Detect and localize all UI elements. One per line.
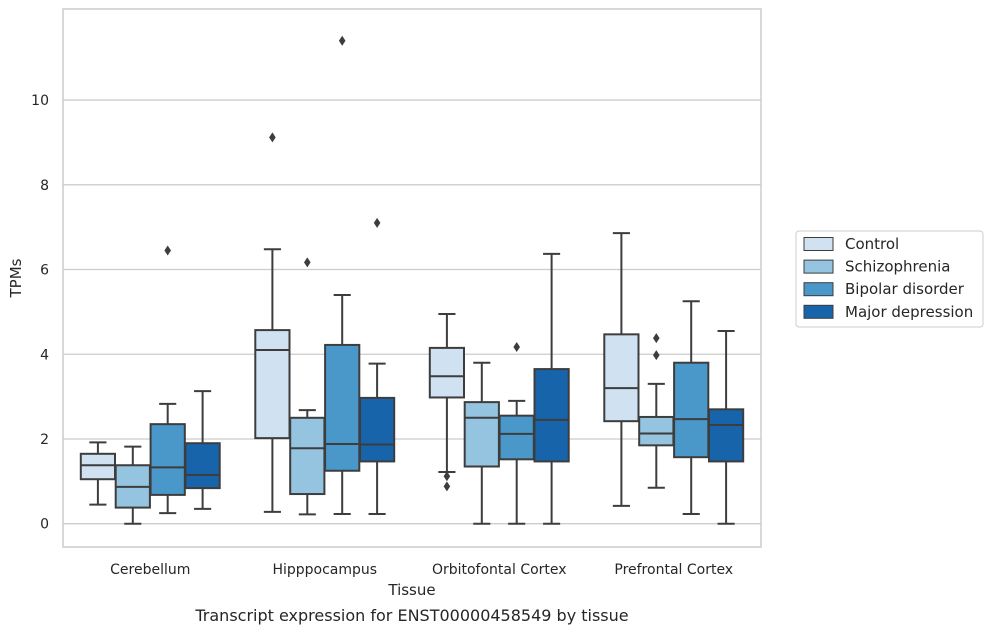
box <box>463 361 500 525</box>
box <box>498 342 535 525</box>
y-tick-label: 10 <box>31 93 49 109</box>
series-control <box>79 132 640 513</box>
box <box>428 313 466 492</box>
box <box>184 390 221 510</box>
box-iqr <box>428 346 466 399</box>
outlier-point <box>443 481 451 492</box>
box-series <box>79 35 745 525</box>
y-tick-label: 2 <box>40 432 49 448</box>
x-tick-label: Hipppocampus <box>272 562 377 578</box>
legend-label: Schizophrenia <box>845 258 950 276</box>
box <box>289 257 326 516</box>
outlier-point <box>513 342 520 353</box>
box-iqr <box>603 333 640 423</box>
box <box>79 441 117 506</box>
outlier-point <box>164 245 171 256</box>
box <box>638 333 675 489</box>
x-tick-label: Prefrontal Cortex <box>614 562 733 578</box>
legend-label: Bipolar disorder <box>845 280 965 298</box>
legend-swatch <box>803 282 834 297</box>
legend: Control Schizophrenia Bipolar disorder Majo… <box>795 230 984 328</box>
outlier-point <box>304 257 311 268</box>
box-iqr <box>673 361 710 459</box>
legend-swatch <box>803 237 834 251</box>
x-axis-label: Tissue <box>387 581 435 599</box>
y-tick-label: 4 <box>40 347 49 363</box>
box-iqr <box>79 452 117 481</box>
legend-swatch <box>803 304 834 319</box>
box <box>254 132 291 513</box>
box-iqr <box>638 415 675 447</box>
outlier-point <box>269 132 276 143</box>
chart-title: Transcript expression for ENST0000045854… <box>194 606 628 625</box>
y-tick-labels: 0 2 4 6 8 10 <box>31 93 49 533</box>
box-iqr <box>324 343 361 472</box>
box <box>149 245 186 515</box>
outlier-point <box>443 471 451 482</box>
plot-frame <box>62 8 762 548</box>
y-tick-label: 8 <box>40 178 49 194</box>
box <box>358 217 396 515</box>
box-iqr <box>707 408 745 463</box>
legend-item: Major depression <box>803 303 973 321</box>
series-schizophrenia <box>114 257 675 525</box>
series-bipolar-disorder <box>149 35 710 525</box>
box-iqr <box>358 396 396 463</box>
y-axis-label: TPMs <box>7 258 25 298</box>
box <box>603 232 640 507</box>
box <box>533 252 570 525</box>
box <box>114 445 151 525</box>
y-tick-label: 0 <box>40 517 49 533</box>
outlier-point <box>653 350 660 361</box>
legend-item: Control <box>803 235 899 253</box>
box-iqr <box>254 329 291 440</box>
series-major-depression <box>184 217 745 525</box>
outlier-point <box>653 333 660 344</box>
box-iqr <box>463 401 500 468</box>
x-tick-label: Orbitofontal Cortex <box>432 562 567 578</box>
legend-swatch <box>803 259 834 274</box>
box-iqr <box>498 414 535 461</box>
box-iqr <box>184 442 221 490</box>
legend-item: Bipolar disorder <box>803 280 965 298</box>
box-iqr <box>289 416 326 496</box>
outlier-point <box>373 217 381 228</box>
legend-frame <box>795 230 984 328</box>
x-tick-label: Cerebellum <box>110 562 190 578</box>
box <box>673 300 710 515</box>
box-iqr <box>533 368 570 463</box>
y-tick-label: 6 <box>40 263 49 279</box>
box <box>707 329 745 525</box>
box-iqr <box>149 423 186 496</box>
box <box>324 35 361 515</box>
outlier-point <box>338 35 346 46</box>
legend-label: Control <box>845 235 899 253</box>
x-tick-labels: Cerebellum Hipppocampus Orbitofontal Corte… <box>110 562 733 578</box>
legend-item: Schizophrenia <box>803 258 950 276</box>
legend-label: Major depression <box>845 303 973 321</box>
